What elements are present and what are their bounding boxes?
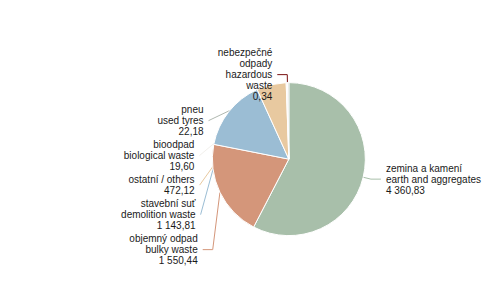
svg-text:0,34: 0,34 (253, 91, 273, 102)
svg-text:demolition waste: demolition waste (121, 209, 196, 220)
svg-text:472,12: 472,12 (164, 185, 195, 196)
svg-text:1 143,81: 1 143,81 (157, 220, 196, 231)
svg-text:earth and aggregates: earth and aggregates (386, 174, 481, 185)
svg-text:bulky waste: bulky waste (145, 244, 198, 255)
svg-text:19,60: 19,60 (169, 161, 194, 172)
svg-text:nebezpečné: nebezpečné (218, 47, 273, 58)
svg-text:stavební suť: stavební suť (141, 198, 196, 209)
svg-text:waste: waste (245, 80, 273, 91)
svg-text:pneu: pneu (181, 104, 203, 115)
svg-text:hazardous: hazardous (226, 69, 273, 80)
svg-text:bioodpad: bioodpad (153, 139, 194, 150)
svg-text:biological waste: biological waste (124, 150, 195, 161)
svg-text:22,18: 22,18 (179, 126, 204, 137)
svg-text:zemina a kamení: zemina a kamení (386, 163, 462, 174)
svg-text:1 550,44: 1 550,44 (159, 255, 198, 266)
svg-text:used tyres: used tyres (157, 115, 203, 126)
svg-text:4 360,83: 4 360,83 (386, 185, 425, 196)
svg-text:ostatní / others: ostatní / others (128, 174, 194, 185)
svg-text:odpady: odpady (239, 58, 272, 69)
svg-text:objemný odpad: objemný odpad (129, 233, 197, 244)
